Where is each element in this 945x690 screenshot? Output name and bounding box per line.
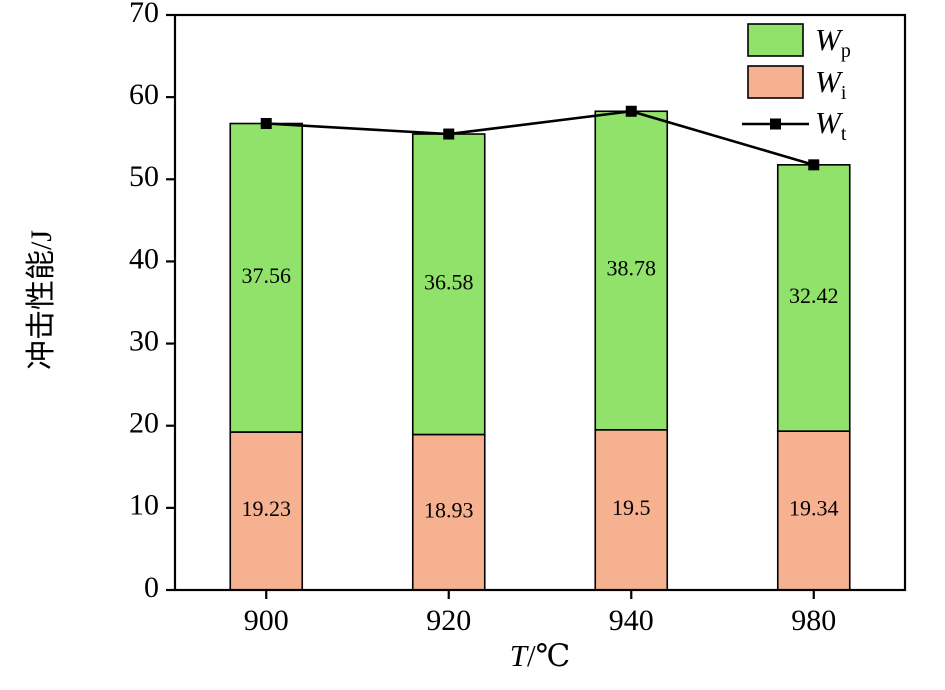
bar-segment-wp [229,122,304,433]
wt-marker-square [260,118,272,130]
bar-segment-wi [229,431,304,591]
legend-swatch-wi [747,65,804,99]
bar-segment-wp [594,110,669,431]
bar-value-label-wi: 19.23 [242,496,292,521]
x-axis-label-unit: /℃ [526,638,571,673]
y-tick-label: 20 [129,407,159,440]
y-tick-label: 50 [129,160,159,193]
bar-value-label-wp: 32.42 [789,283,839,308]
x-axis-label-variable: T [509,638,527,673]
wt-line [266,109,815,167]
x-tick-label: 920 [426,604,471,637]
bar-value-label-wp: 38.78 [607,256,657,281]
x-tick-label: 980 [791,604,836,637]
bar-value-label-wp: 36.58 [424,269,474,294]
bar-value-label-wp: 37.56 [242,263,292,288]
legend-label-wi: Wi [815,64,847,104]
x-tick-label: 900 [244,604,289,637]
bar-segment-wp [776,164,851,432]
bar-value-label-wi: 19.34 [789,496,839,521]
legend-label-wp: Wp [815,22,851,62]
legend-swatch-wp [747,23,804,57]
wt-marker-square [443,128,455,140]
y-tick-label: 40 [129,242,159,275]
x-axis-label: T/℃ [510,638,571,674]
y-tick-label: 60 [129,78,159,111]
axis-box [173,13,907,592]
bar-value-label-wi: 19.5 [612,495,651,520]
wt-marker-square [625,105,637,117]
legend-label-wt: Wt [815,105,847,145]
y-axis-label: 冲击性能/J [25,229,58,371]
y-tick-label: 10 [129,489,159,522]
y-tick-label: 0 [144,571,159,604]
wt-marker-square [808,159,820,171]
legend-marker-wt [770,118,781,130]
bar-value-label-wi: 18.93 [424,497,474,522]
x-tick-label: 940 [609,604,654,637]
y-tick-label: 70 [129,0,159,29]
y-tick-label: 30 [129,324,159,357]
bar-segment-wp [411,133,486,436]
